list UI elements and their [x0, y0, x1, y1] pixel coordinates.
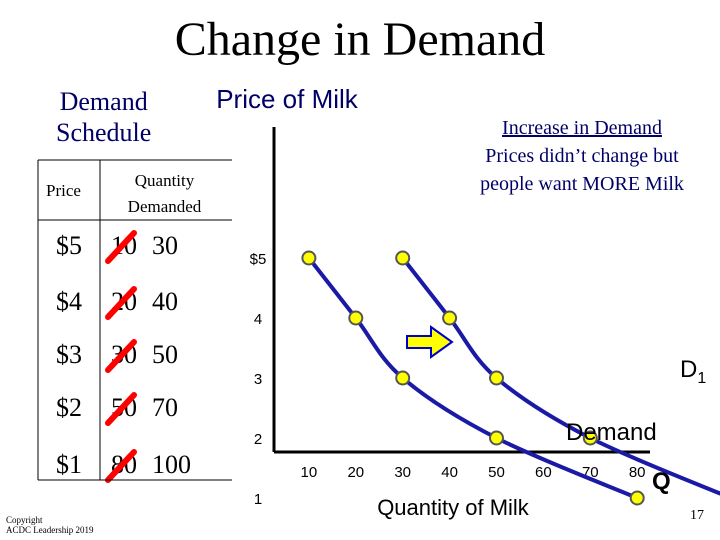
schedule-price-cell: $4 — [56, 287, 82, 316]
copyright-line2: ACDC Leadership 2019 — [6, 525, 94, 535]
schedule-price-cell: $5 — [56, 231, 82, 260]
schedule-row: $5 10 30 — [0, 230, 240, 271]
schedule-row: $4 20 40 — [0, 286, 240, 327]
d1-label-main: D — [680, 356, 697, 383]
increase-note-heading: Increase in Demand — [502, 117, 662, 139]
x-tick-label: 30 — [394, 464, 411, 481]
schedule-price-cell: $1 — [56, 450, 82, 479]
x-axis-label: Quantity of Milk — [377, 495, 530, 520]
x-tick-labels: 10 20 30 40 50 60 70 80 — [301, 464, 646, 481]
increase-note: Increase in Demand Prices didn’t change … — [448, 114, 716, 198]
x-tick-label: 20 — [347, 464, 364, 481]
d1-label: D1 — [680, 356, 706, 387]
y-tick-labels: $5 4 3 2 1 — [250, 251, 267, 508]
data-point — [489, 430, 504, 446]
point-layer — [301, 250, 645, 506]
schedule-new-quantity-cell: 70 — [152, 393, 178, 422]
schedule-row: $3 30 50 — [0, 339, 240, 380]
y-tick-label: 3 — [254, 371, 262, 388]
data-point — [629, 490, 645, 506]
schedule-table-grid — [37, 159, 232, 481]
shift-arrow-icon — [406, 325, 454, 359]
strike-x-icon — [105, 339, 137, 373]
demand-curve-label: Demand — [566, 419, 657, 446]
data-point — [582, 430, 598, 446]
schedule-row: $2 50 70 — [0, 392, 240, 433]
schedule-price-header: Price — [46, 181, 81, 200]
data-point — [395, 250, 411, 266]
strike-x-icon — [105, 230, 137, 264]
schedule-title-line1: Demand — [59, 87, 148, 116]
schedule-new-quantity-cell: 40 — [152, 287, 178, 316]
chart-title: Price of Milk — [216, 84, 359, 114]
copyright: Copyright ACDC Leadership 2019 — [6, 515, 94, 535]
y-tick-label: $5 — [250, 251, 267, 268]
strike-x-icon — [105, 449, 137, 483]
schedule-row: $1 80 100 — [0, 449, 240, 490]
x-tick-label: 10 — [301, 464, 318, 481]
schedule-price-cell: $3 — [56, 340, 82, 369]
data-point — [395, 370, 411, 386]
page-number: 17 — [690, 508, 704, 523]
y-tick-label: 1 — [254, 491, 262, 508]
increase-note-line2: Prices didn’t change but — [485, 145, 679, 167]
data-point — [301, 250, 317, 266]
x-tick-label: 50 — [488, 464, 505, 481]
schedule-quantity-header-line2: Demanded — [127, 197, 202, 216]
data-point — [442, 310, 458, 326]
copyright-line1: Copyright — [6, 515, 43, 525]
x-tick-label: 40 — [441, 464, 458, 481]
strike-x-icon — [105, 392, 137, 426]
data-point — [489, 370, 504, 386]
y-tick-label: 4 — [254, 311, 262, 328]
shift-arrow-shape — [406, 325, 454, 359]
schedule-price-cell: $2 — [56, 393, 82, 422]
schedule-title: Demand Schedule — [56, 86, 151, 148]
page-title: Change in Demand — [174, 13, 546, 66]
increase-note-line3: people want MORE Milk — [480, 173, 684, 195]
schedule-quantity-header-line1: Quantity — [134, 171, 195, 190]
y-tick-label: 2 — [254, 431, 262, 448]
d1-label-sub: 1 — [697, 370, 706, 387]
strike-x-icon — [105, 286, 137, 320]
schedule-new-quantity-cell: 100 — [152, 450, 191, 479]
schedule-new-quantity-cell: 30 — [152, 231, 178, 260]
schedule-new-quantity-cell: 50 — [152, 340, 178, 369]
data-point — [348, 310, 364, 326]
curve-layer — [307, 256, 720, 500]
schedule-quantity-header: Quantity Demanded — [112, 168, 217, 220]
schedule-title-line2: Schedule — [56, 118, 152, 147]
x-tick-label: 80 — [629, 464, 646, 481]
x-axis-letter: Q — [652, 468, 671, 495]
demand-curve-demand — [401, 256, 720, 496]
x-tick-label: 60 — [535, 464, 552, 481]
demand-curve-d1 — [307, 256, 638, 500]
